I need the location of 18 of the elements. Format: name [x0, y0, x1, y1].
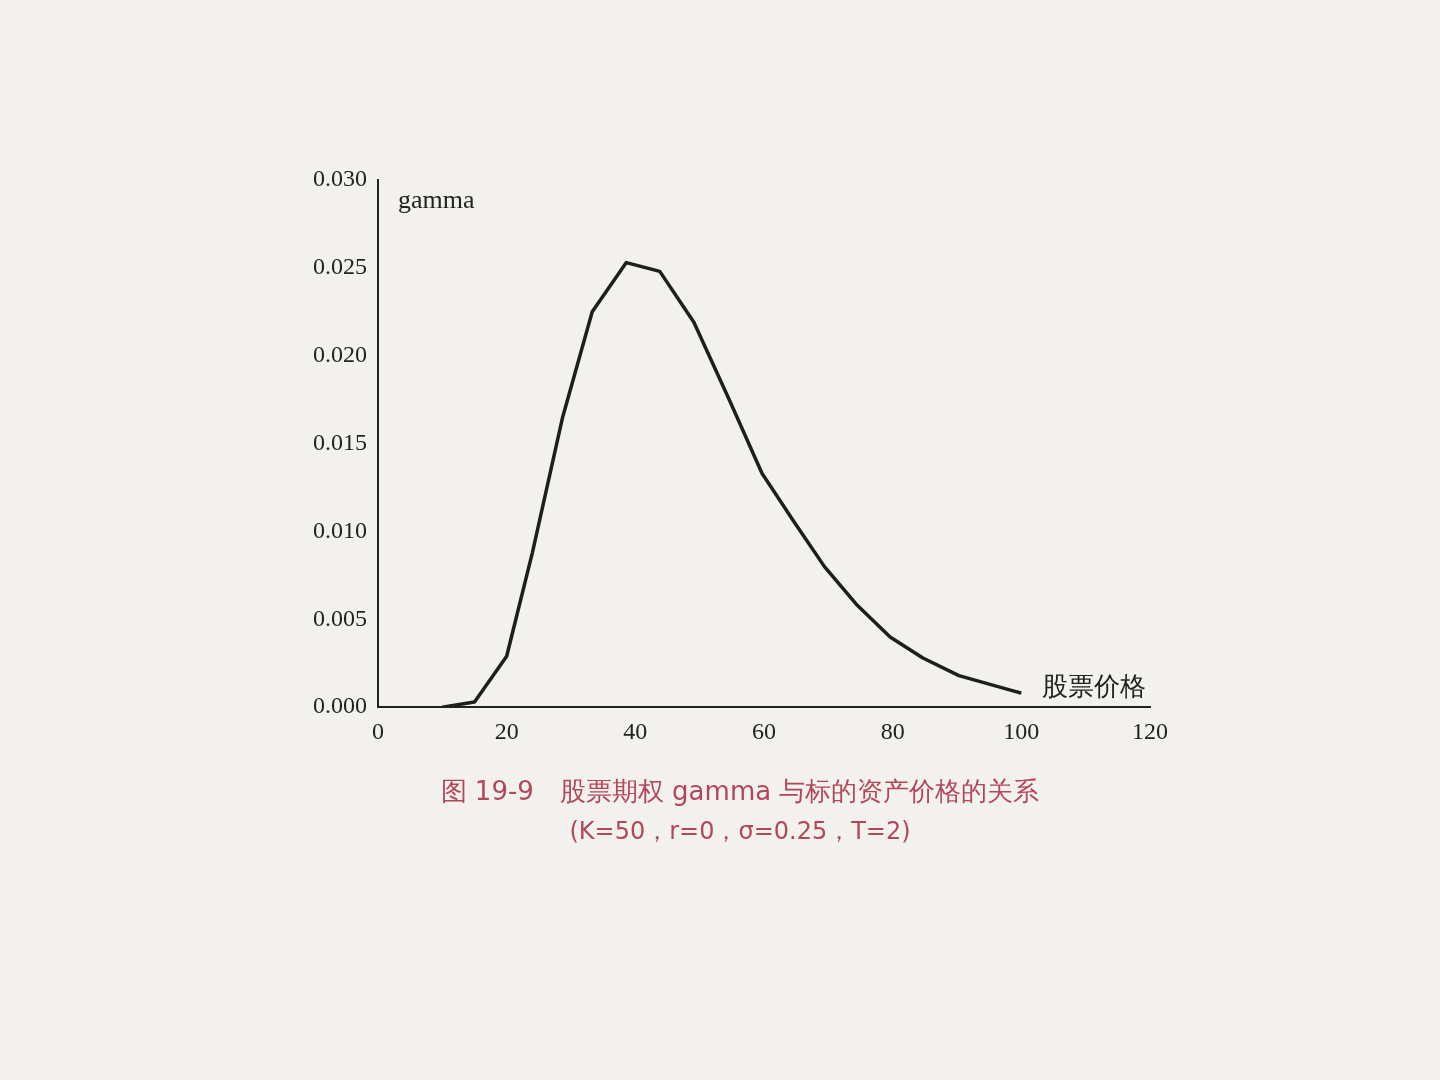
x-tick-label: 60 [752, 717, 776, 744]
x-tick-label: 0 [372, 717, 384, 744]
x-axis-title: 股票价格 [1042, 670, 1146, 701]
text: (K=50，r=0，σ=0.25，T=2) [568, 816, 912, 847]
y-tick-label: 0.015 [313, 428, 367, 455]
x-tick-label: 100 [1003, 717, 1040, 744]
y-tick-label: 0.020 [313, 341, 367, 368]
y-tick-label: 0.030 [313, 165, 367, 192]
y-tick-label: 0.000 [313, 692, 367, 719]
x-tick-label: 40 [623, 717, 648, 744]
x-tick-label: 120 [1132, 717, 1168, 744]
x-tick-label: 80 [880, 717, 905, 744]
y-tick-label: 0.005 [313, 604, 367, 631]
text: 图 19-9 股票期权 gamma 与标的资产价格的关系 [439, 775, 1041, 808]
y-tick-label: 0.010 [313, 516, 367, 543]
y-tick-label: 0.025 [313, 253, 367, 280]
x-tick-label: 20 [494, 717, 519, 744]
y-axis-title: gamma [398, 184, 475, 214]
